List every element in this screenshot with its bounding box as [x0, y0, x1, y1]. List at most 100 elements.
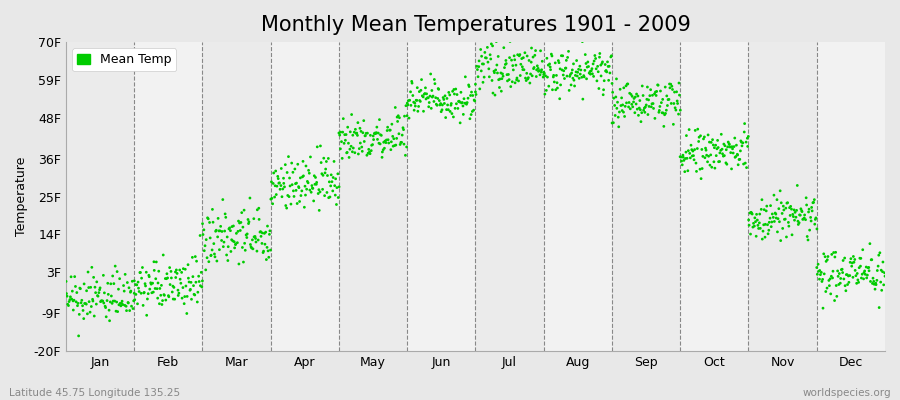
Point	[300, 186, 314, 192]
Point	[86, 274, 101, 280]
Point	[201, 216, 215, 222]
Point	[550, 80, 564, 86]
Point	[198, 242, 212, 249]
Point	[719, 146, 733, 153]
Point	[568, 72, 582, 79]
Point	[96, 272, 111, 278]
Point	[867, 281, 881, 288]
Point	[585, 71, 599, 77]
Point	[335, 155, 349, 162]
Point	[855, 271, 869, 278]
Point	[791, 218, 806, 224]
Point	[366, 136, 381, 143]
Point	[344, 143, 358, 150]
Point	[726, 150, 741, 156]
Point	[58, 278, 73, 284]
Point	[84, 284, 98, 290]
Point	[570, 57, 584, 64]
Point	[808, 216, 823, 222]
Point	[230, 230, 244, 236]
Point	[706, 158, 721, 165]
Point	[517, 66, 531, 73]
Point	[301, 178, 315, 185]
Point	[428, 94, 443, 101]
Point	[610, 99, 625, 106]
Point	[835, 269, 850, 276]
Point	[272, 180, 286, 186]
Point	[439, 106, 454, 113]
Point	[257, 241, 272, 248]
Point	[281, 192, 295, 199]
Point	[399, 102, 413, 109]
Point	[293, 175, 308, 181]
Point	[409, 97, 423, 104]
Point	[218, 211, 232, 217]
Point	[79, 301, 94, 307]
Point	[677, 157, 691, 164]
Point	[713, 150, 727, 156]
Point	[158, 292, 172, 298]
Point	[508, 80, 522, 86]
Point	[224, 236, 238, 243]
Point	[636, 92, 651, 99]
Point	[667, 100, 681, 107]
Point	[280, 169, 294, 176]
Point	[850, 277, 865, 283]
Point	[597, 86, 611, 93]
Point	[616, 102, 630, 108]
Point	[406, 92, 420, 99]
Point	[629, 91, 643, 97]
Point	[292, 184, 306, 191]
Point	[193, 232, 207, 239]
Point	[606, 89, 620, 96]
Point	[242, 219, 256, 225]
Point	[446, 86, 461, 93]
Point	[757, 206, 771, 213]
Point	[127, 278, 141, 284]
Point	[719, 160, 733, 166]
Point	[357, 138, 372, 145]
Point	[62, 298, 77, 305]
Point	[544, 53, 559, 59]
Point	[234, 219, 248, 226]
Point	[440, 95, 454, 102]
Point	[112, 286, 126, 292]
Point	[442, 89, 456, 96]
Point	[477, 74, 491, 80]
Point	[507, 53, 521, 59]
Point	[159, 276, 174, 282]
Point	[823, 276, 837, 282]
Point	[526, 66, 541, 72]
Point	[310, 144, 325, 150]
Point	[640, 96, 654, 102]
Point	[374, 132, 389, 138]
Point	[741, 133, 755, 140]
Point	[711, 158, 725, 165]
Point	[714, 147, 728, 154]
Point	[99, 314, 113, 320]
Point	[111, 308, 125, 315]
Point	[179, 283, 194, 289]
Point	[814, 272, 828, 278]
Point	[767, 192, 781, 198]
Point	[710, 146, 724, 152]
Point	[230, 228, 245, 234]
Point	[762, 219, 777, 226]
Point	[106, 298, 121, 304]
Point	[554, 82, 568, 88]
Point	[805, 204, 819, 211]
Point	[647, 91, 662, 97]
Point	[340, 124, 355, 130]
Point	[857, 270, 871, 276]
Point	[682, 126, 697, 133]
Point	[174, 280, 188, 286]
Point	[594, 62, 608, 68]
Point	[97, 290, 112, 296]
Point	[309, 174, 323, 181]
Point	[793, 212, 807, 218]
Point	[177, 293, 192, 300]
Point	[414, 76, 428, 83]
Point	[200, 254, 214, 261]
Point	[373, 116, 387, 123]
Point	[483, 52, 498, 58]
